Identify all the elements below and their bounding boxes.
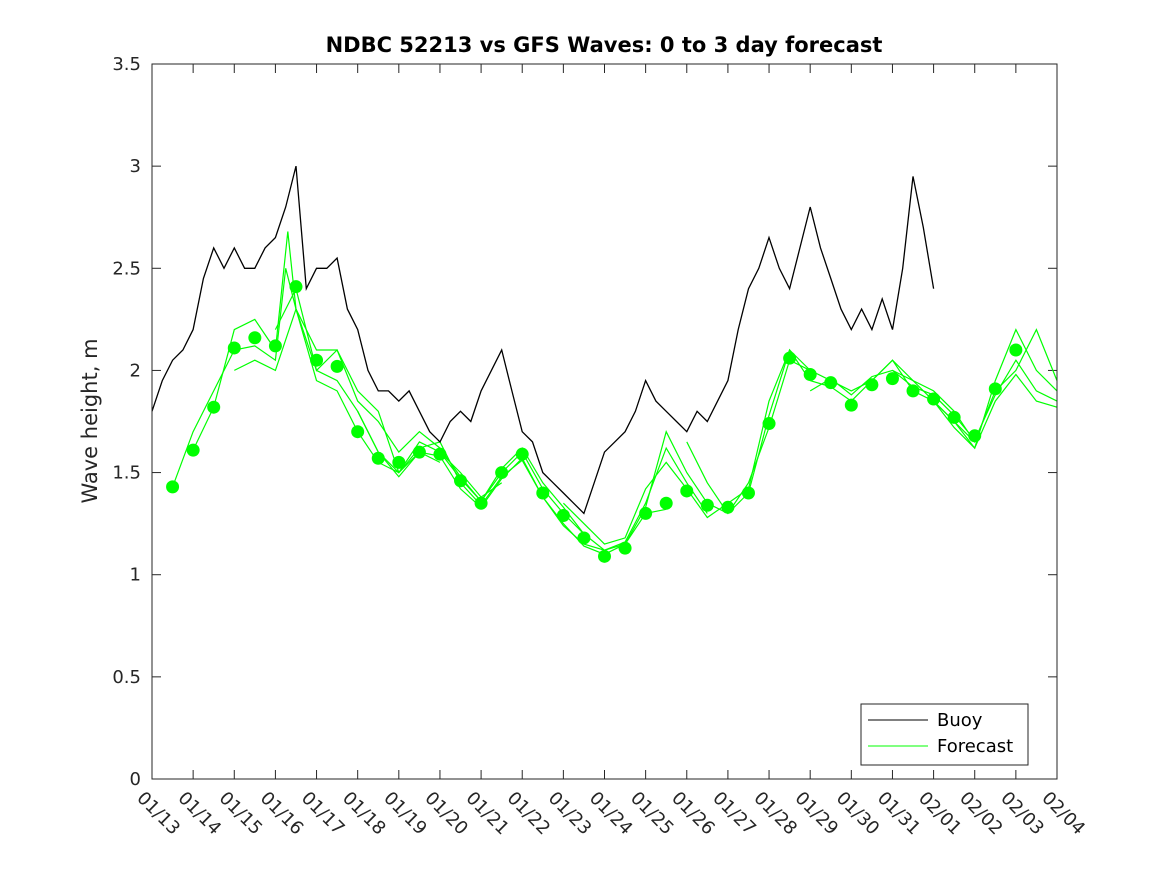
y-tick-label: 2: [130, 360, 141, 381]
forecast-point: [454, 474, 468, 488]
y-tick-label: 3: [130, 156, 141, 177]
y-axis-label: Wave height, m: [78, 338, 102, 503]
forecast-run-line: [192, 231, 503, 498]
legend-buoy-label: Buoy: [937, 710, 983, 731]
forecast-point: [680, 484, 694, 498]
forecast-point: [659, 496, 673, 510]
forecast-run-line: [562, 348, 976, 545]
y-tick-label: 3.5: [112, 54, 141, 75]
forecast-point: [166, 480, 180, 494]
forecast-point: [885, 372, 899, 386]
buoy-series: [151, 165, 935, 515]
forecast-point: [310, 353, 324, 367]
forecast-points: [166, 280, 1023, 563]
forecast-point: [968, 429, 982, 443]
forecast-point: [289, 280, 303, 294]
forecast-point: [1009, 343, 1023, 357]
forecast-point: [371, 451, 385, 465]
forecast-point: [741, 486, 755, 500]
forecast-point: [639, 506, 653, 520]
forecast-point: [762, 417, 776, 431]
forecast-point: [906, 384, 920, 398]
forecast-point: [248, 331, 262, 345]
forecast-point: [330, 359, 344, 373]
buoy-line: [151, 165, 935, 515]
forecast-point: [947, 410, 961, 424]
forecast-point: [227, 341, 241, 355]
forecast-point: [186, 443, 200, 457]
y-tick-label: 1.5: [112, 463, 141, 484]
forecast-point: [927, 392, 941, 406]
forecast-point: [433, 447, 447, 461]
forecast-point: [207, 400, 221, 414]
forecast-point: [803, 368, 817, 382]
forecast-point: [865, 378, 879, 392]
forecast-point: [577, 531, 591, 545]
legend: Buoy Forecast: [860, 703, 1029, 766]
forecast-point: [515, 447, 529, 461]
forecast-point: [412, 445, 426, 459]
forecast-point: [988, 382, 1002, 396]
forecast-point: [700, 498, 714, 512]
forecast-point: [721, 500, 735, 514]
forecast-point: [495, 466, 509, 480]
legend-box: [860, 703, 1029, 766]
y-tick-label: 0: [130, 769, 141, 790]
forecast-point: [844, 398, 858, 412]
forecast-point: [474, 496, 488, 510]
chart-title: NDBC 52213 vs GFS Waves: 0 to 3 day fore…: [326, 33, 883, 57]
forecast-point: [536, 486, 550, 500]
plot-area-frame: [151, 63, 1058, 780]
forecast-point: [556, 508, 570, 522]
forecast-point: [618, 541, 632, 555]
y-tick-label: 1: [130, 565, 141, 586]
forecast-point: [598, 549, 611, 563]
forecast-point: [392, 455, 406, 469]
forecast-point: [268, 339, 282, 353]
y-tick-label: 2.5: [112, 258, 141, 279]
forecast-point: [351, 425, 365, 439]
forecast-point: [783, 351, 797, 365]
y-tick-label: 0.5: [112, 667, 141, 688]
legend-forecast-label: Forecast: [937, 736, 1013, 757]
forecast-point: [824, 376, 838, 390]
y-tick-labels: 0 0.5 1 1.5 2 2.5 3 3.5: [112, 54, 141, 790]
